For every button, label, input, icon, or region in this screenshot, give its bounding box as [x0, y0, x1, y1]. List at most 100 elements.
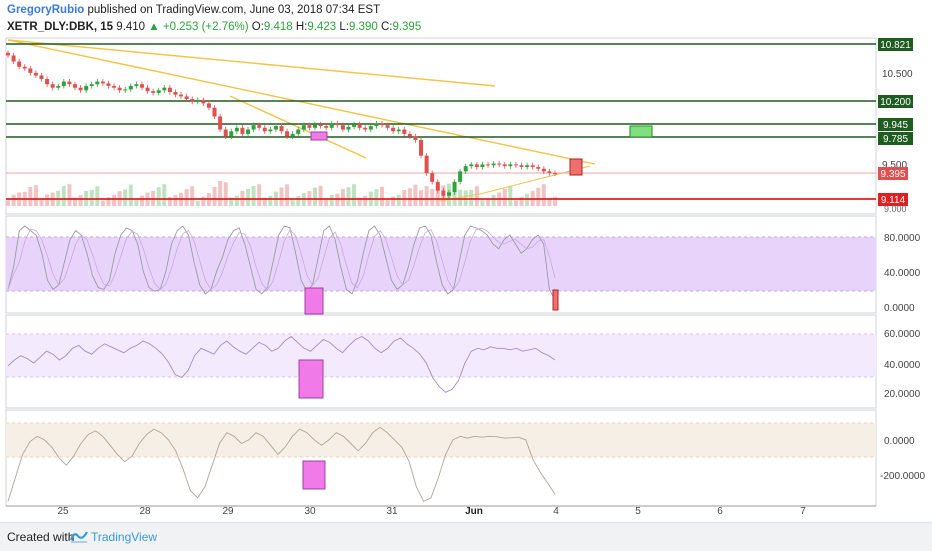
candle-body [363, 127, 368, 130]
rsi-band [6, 334, 876, 377]
candle-body [368, 126, 373, 130]
x-tick-5: 5 [635, 506, 641, 517]
candle-body [56, 85, 61, 88]
candle-body [95, 81, 100, 85]
time-axis: 25 28 29 30 31 Jun 4 5 6 7 [57, 506, 806, 517]
volume-bar [296, 196, 301, 206]
y-tick-9500: 9.500 [882, 160, 907, 171]
cci-band [6, 423, 876, 457]
price-label-box-10200 [878, 95, 913, 108]
candle-body [329, 123, 334, 128]
volume-bar [391, 196, 396, 206]
volume-bar [45, 194, 50, 206]
volume-bar [218, 181, 223, 206]
candle-body [22, 66, 27, 69]
candle-body [61, 81, 66, 86]
candle-body [39, 75, 44, 79]
candle-body [151, 91, 156, 93]
volume-bar [536, 187, 541, 206]
candle-body [391, 127, 396, 132]
marker-price-magenta[interactable] [310, 131, 328, 141]
rsi-tick-40: 40.0000 [884, 360, 921, 371]
price-axis: 10.821 10.500 10.200 9.945 9.785 9.500 9… [878, 38, 913, 214]
price-label-box-9114 [878, 193, 908, 206]
marker-rsi-magenta[interactable] [298, 359, 324, 399]
volume-bar [513, 200, 518, 206]
price-label-9395: 9.395 [880, 169, 905, 180]
marker-cci-magenta[interactable] [302, 460, 326, 490]
volume-bar [39, 198, 44, 206]
candle-body [262, 127, 267, 132]
candle-body [145, 87, 150, 92]
volume-bar [11, 194, 16, 206]
volume-bar [486, 198, 491, 206]
candle-body [536, 167, 541, 169]
candle-body [463, 166, 468, 172]
candle-body [156, 90, 161, 93]
chart-area[interactable]: 10.821 10.500 10.200 9.945 9.785 9.500 9… [0, 36, 932, 520]
volume-bar [352, 184, 357, 206]
rsi-tick-20: 20.0000 [884, 389, 921, 400]
candle-body [352, 124, 357, 127]
candle-body [441, 190, 446, 196]
volume-bar [167, 197, 172, 206]
price-label-9945: 9.945 [883, 120, 908, 131]
trend-line-main [7, 39, 596, 165]
volume-bar [134, 199, 139, 206]
volume-bar [285, 184, 290, 206]
candle-body [413, 136, 418, 140]
volume-bar [33, 185, 38, 206]
tradingview-brand-link[interactable]: TradingView [91, 530, 158, 544]
candle-body [497, 163, 502, 165]
candle-body [273, 126, 278, 130]
candle-body [486, 164, 491, 166]
candle-body [508, 164, 513, 167]
volume-bar [184, 189, 189, 206]
volume-bar [357, 197, 362, 206]
candle-body [246, 129, 251, 134]
y-tick-9000: 9.000 [884, 204, 907, 214]
candle-body [134, 84, 139, 86]
rsi-axis: 60.0000 40.0000 20.0000 [884, 329, 921, 400]
candle-body [547, 171, 552, 174]
symbol-line: XETR_DLY:DBK, 15 9.410 ▲ +0.253 (+2.76%)… [7, 21, 421, 33]
candle-body [290, 133, 295, 137]
x-tick-29: 29 [222, 506, 234, 517]
volume-bar [67, 184, 72, 206]
marker-stochastic-red[interactable] [552, 289, 559, 311]
candle-body [407, 133, 412, 137]
price-label-10200: 10.200 [880, 97, 911, 108]
volume-bar [106, 197, 111, 206]
volume-bar [340, 189, 345, 206]
volume-bar [474, 186, 479, 206]
volume-bar [379, 186, 384, 206]
candle-body [123, 89, 128, 91]
cci-tick-minus200: -200.0000 [880, 471, 925, 482]
tradingview-logo-icon[interactable] [70, 529, 88, 543]
marker-stochastic-magenta[interactable] [304, 287, 324, 315]
volume-bar [346, 187, 351, 206]
candle-body [117, 87, 122, 91]
volume-bar [78, 195, 83, 206]
marker-target-green[interactable] [629, 125, 653, 138]
candle-body [195, 99, 200, 102]
symbol-name[interactable]: XETR_DLY:DBK, 15 [7, 21, 114, 33]
author-link[interactable]: GregoryRubio [7, 4, 85, 16]
candle-body [502, 164, 507, 167]
volume-bar [547, 198, 552, 206]
x-tick-7: 7 [800, 506, 806, 517]
candle-body [335, 123, 340, 126]
volume-bar [491, 194, 496, 206]
candle-body [139, 84, 144, 88]
candle-body [17, 61, 22, 67]
volume-bar [329, 195, 334, 206]
volume-bar [6, 200, 10, 206]
volume-bar [128, 184, 133, 206]
price-pane[interactable] [5, 37, 877, 215]
volume-bar [541, 184, 546, 206]
marker-price-red[interactable] [569, 158, 583, 176]
candle-body [78, 87, 83, 91]
candle-body [553, 173, 557, 175]
volume-bar [279, 187, 284, 206]
candle-body [128, 85, 133, 90]
